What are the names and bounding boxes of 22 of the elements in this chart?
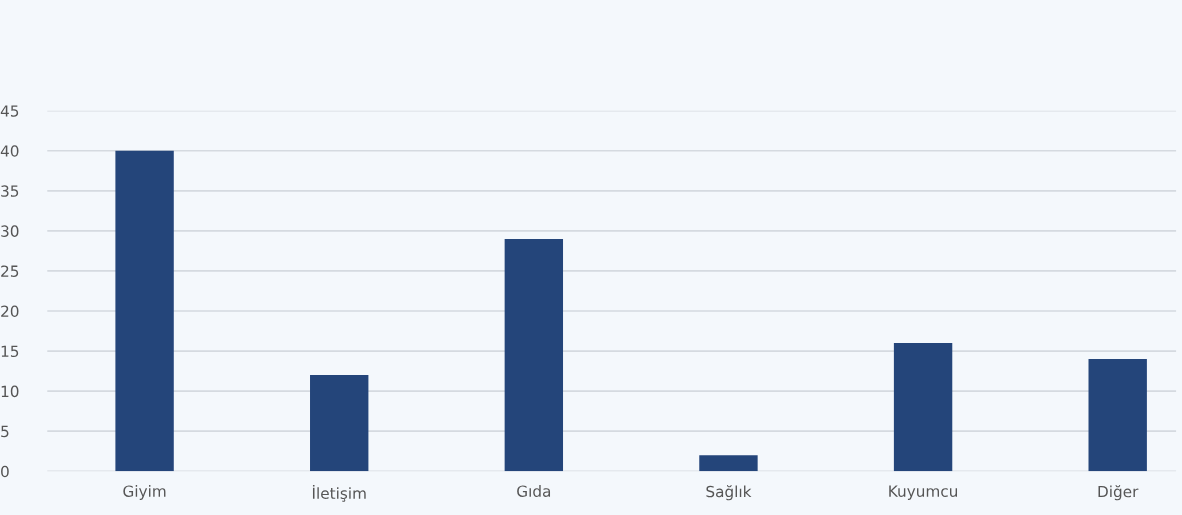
y-tick-label: 30 [1,225,19,237]
bar [504,238,564,472]
y-tick-label: 45 [0,105,19,117]
bar [893,343,953,472]
y-tick-label: 35 [1,185,19,197]
x-tick-label: Diğer [1098,485,1139,501]
x-tick-label: İletişim [312,484,366,502]
y-tick-label: 0 [1,465,9,478]
x-tick-label: Kuyumcu [889,485,958,500]
y-tick-label: 25 [1,265,19,277]
x-tick-label: Giyim [123,485,166,500]
x-tick-label: Sağlık [706,485,752,501]
y-tick-label: 20 [1,305,19,318]
y-tick-label: 15 [1,345,19,358]
x-tick-label: Gıda [517,485,551,497]
bar [699,455,758,472]
y-tick-label: 10 [1,385,19,398]
bar [115,150,174,472]
bar [310,375,369,472]
bar [1088,359,1147,472]
y-tick-label: 40 [0,145,19,157]
y-tick-label: 5 [1,425,9,438]
